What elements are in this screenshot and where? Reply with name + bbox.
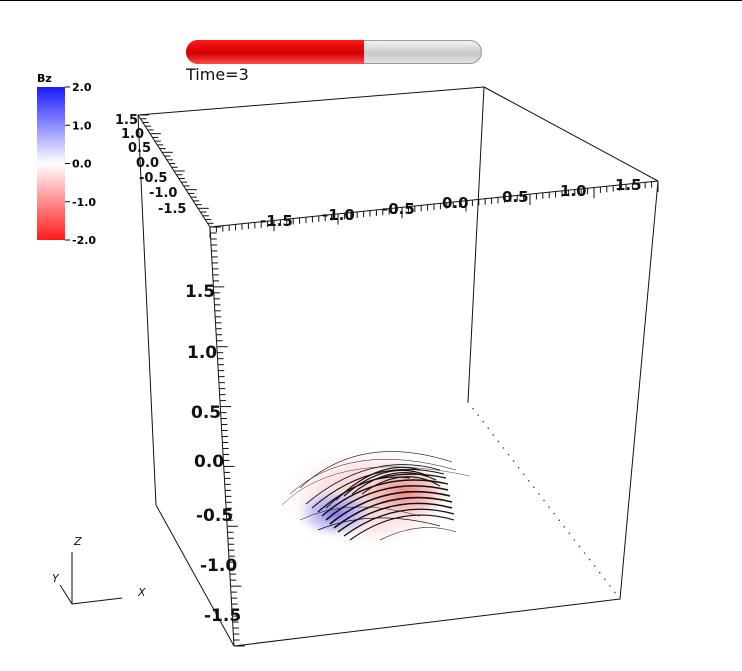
y-tick-label: -1.0 (149, 186, 177, 201)
x-tick-label: 0.5 (502, 188, 529, 206)
colorbar-label: -2.0 (72, 234, 96, 247)
triad-y-label: Y (52, 572, 60, 585)
colorbar: Bz 2.0 1.0 0.0 -1.0 -2.0 (37, 72, 96, 247)
time-progress-fill (186, 40, 364, 64)
time-label: Time=3 (186, 65, 249, 84)
back-edge-dot (588, 558, 591, 561)
y-tick-label: -0.5 (139, 171, 167, 186)
y-axis-labels: 1.5 1.0 0.5 0.0 -0.5 -1.0 -1.5 (115, 113, 186, 217)
back-edge-dot (482, 420, 485, 423)
back-edge-dot (598, 571, 601, 574)
back-edge-dot (538, 493, 540, 495)
back-edge-dot (563, 525, 566, 528)
back-edge-dot (619, 598, 621, 600)
x-tick-label: -1.0 (322, 206, 355, 224)
back-edge-dot (512, 460, 515, 462)
back-edge-dot (517, 466, 520, 469)
field-line (317, 517, 441, 531)
back-edge-dot (568, 532, 571, 535)
z-tick-label: -1.5 (204, 606, 241, 626)
z-axis-ticks (210, 226, 245, 647)
y-axis-ticks (138, 114, 221, 228)
back-edge-dot (492, 434, 495, 436)
y-tick-label: 1.5 (115, 113, 138, 128)
field-line (337, 502, 453, 533)
field-line (325, 485, 449, 521)
y-tick-label: 1.0 (121, 127, 144, 142)
field-slice (275, 443, 465, 551)
x-tick-label: 0.0 (442, 194, 469, 212)
top-border (0, 0, 742, 1)
back-edge-dot (472, 407, 474, 410)
back-edge-dot (477, 414, 479, 416)
triad-y-axis (59, 584, 73, 605)
field-line (325, 476, 411, 509)
back-edge-dot (497, 440, 500, 443)
triad-x-label: X (137, 586, 146, 599)
field-line (343, 508, 455, 537)
triad-z-label: Z (73, 535, 82, 548)
back-edge-dot (548, 506, 550, 508)
z-tick-label: 0.0 (194, 452, 224, 472)
field-line (289, 459, 457, 495)
y-tick-label: 0.0 (136, 156, 159, 171)
field-line (281, 466, 471, 506)
x-tick-label: -0.5 (382, 200, 415, 218)
colorbar-label: 1.0 (72, 119, 92, 132)
back-edge-dot (543, 499, 545, 502)
y-tick-label: -1.5 (158, 202, 186, 217)
field-line (299, 451, 453, 489)
back-edge-dot (553, 512, 555, 515)
colorbar-label: -1.0 (72, 196, 96, 209)
back-edge-dot (522, 473, 525, 476)
x-axis-labels: -1.5 -1.0 -0.5 0.0 0.5 1.0 1.5 (260, 176, 642, 230)
field-line (351, 472, 437, 495)
back-edge-dot (614, 591, 616, 594)
field-line (329, 490, 451, 525)
field-line (343, 469, 429, 497)
x-tick-label: -1.5 (260, 212, 293, 230)
field-line (349, 514, 455, 541)
z-tick-label: 0.5 (191, 403, 221, 423)
back-edge-dot (609, 585, 611, 587)
back-edge-dot (583, 552, 586, 554)
z-tick-label: 1.0 (187, 343, 217, 363)
time-progress-bar (186, 40, 482, 64)
back-edge-dot (487, 427, 490, 430)
back-edge-dots (467, 401, 621, 600)
back-edge-dot (533, 486, 535, 489)
z-tick-label: 1.5 (185, 282, 215, 302)
z-tick-label: -0.5 (196, 506, 233, 526)
colorbar-gradient (37, 87, 65, 240)
back-edge-dot (578, 545, 581, 548)
back-edge-dot (528, 480, 530, 482)
back-edge-dot (467, 401, 469, 403)
x-axis-ticks (209, 181, 659, 238)
field-lines (281, 451, 471, 541)
z-tick-label: -1.0 (200, 556, 237, 576)
back-edge-dot (558, 519, 560, 521)
y-tick-label: 0.5 (128, 141, 151, 156)
colorbar-title: Bz (37, 72, 52, 85)
back-edge-dot (593, 565, 596, 567)
back-edge-dot (604, 578, 606, 581)
triad-x-axis (71, 597, 123, 605)
back-edge-dot (507, 453, 510, 456)
field-line (305, 464, 441, 505)
orientation-triad: Z Y X (52, 535, 146, 605)
field-line (299, 506, 421, 521)
colorbar-label: 0.0 (72, 158, 92, 171)
back-edge-dot (573, 539, 576, 541)
field-line (379, 527, 457, 541)
z-axis-labels: 1.5 1.0 0.5 0.0 -0.5 -1.0 -1.5 (185, 282, 241, 626)
x-tick-label: 1.5 (615, 176, 642, 194)
back-edge-dot (502, 447, 505, 449)
x-tick-label: 1.0 (560, 182, 587, 200)
field-line (333, 496, 453, 529)
field-line (321, 479, 449, 517)
colorbar-label: 2.0 (72, 81, 92, 94)
